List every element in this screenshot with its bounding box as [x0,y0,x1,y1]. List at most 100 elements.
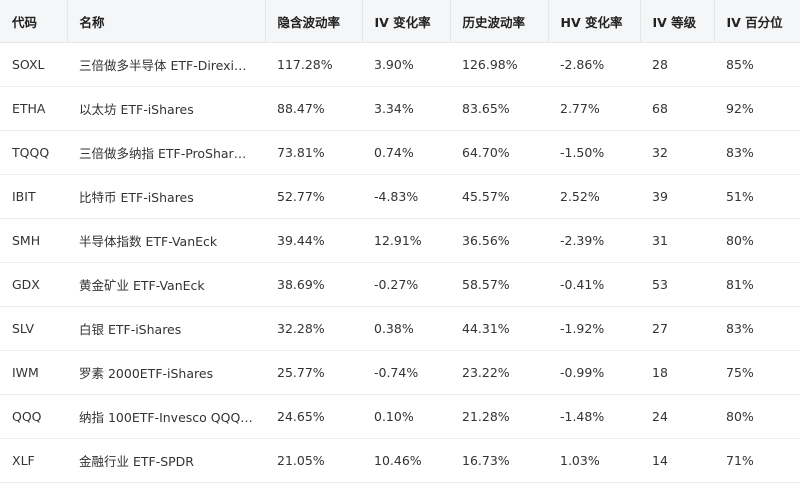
ticker-cell: GDX [0,262,67,307]
table-row[interactable]: TQQQ 三倍做多纳指 ETF-ProShar… 73.81% 0.74% 64.70%… [0,130,800,175]
table-row[interactable]: SLV 白银 ETF-iShares 32.28% 0.38% 44.31% -1.92%… [0,306,800,351]
value-cell: 117.28% [265,42,362,87]
table-row[interactable]: IBIT 比特币 ETF-iShares 52.77% -4.83% 45.57% 2.5… [0,174,800,219]
value-cell: 71% [714,438,800,483]
value-cell: 83% [714,130,800,175]
value-cell: 0.10% [362,394,450,439]
value-cell: -0.41% [548,262,640,307]
value-cell: 12.91% [362,218,450,263]
value-cell: 21.28% [450,394,548,439]
table-row[interactable]: GDX 黄金矿业 ETF-VanEck 38.69% -0.27% 58.57% -0.4… [0,262,800,307]
value-cell: -0.99% [548,350,640,395]
value-cell: 75% [714,350,800,395]
value-cell: -1.50% [548,130,640,175]
value-cell: 3.34% [362,86,450,131]
value-cell: -0.27% [362,262,450,307]
column-header[interactable]: HV 变化率 [548,0,641,43]
ticker-cell: SLV [0,306,67,351]
value-cell: 10.46% [362,438,450,483]
name-cell: 金融行业 ETF-SPDR [67,438,265,483]
value-cell: -1.48% [548,394,640,439]
name-cell: 罗素 2000ETF-iShares [67,350,265,395]
value-cell: -0.74% [362,350,450,395]
value-cell: 44.31% [450,306,548,351]
value-cell: 16.73% [450,438,548,483]
value-cell: 83% [714,306,800,351]
value-cell: -4.83% [362,174,450,219]
value-cell: 39.44% [265,218,362,263]
value-cell: 23.22% [450,350,548,395]
table-header: 代码 名称 隐含波动率 IV 变化率 历史波动率 HV 变化率 IV 等级 IV 百分位 [0,0,800,43]
column-header[interactable]: IV 百分位 [714,0,800,43]
name-cell: 半导体指数 ETF-VanEck [67,218,265,263]
ticker-cell: SMH [0,218,67,263]
value-cell: 3.90% [362,42,450,87]
name-cell: 比特币 ETF-iShares [67,174,265,219]
ticker-cell: IBIT [0,174,67,219]
table-row[interactable]: ETHA 以太坊 ETF-iShares 88.47% 3.34% 83.65% 2.77… [0,86,800,131]
value-cell: 24 [640,394,714,439]
value-cell: 14 [640,438,714,483]
ticker-cell: ETHA [0,86,67,131]
value-cell: 2.77% [548,86,640,131]
value-cell: 28 [640,42,714,87]
value-cell: 45.57% [450,174,548,219]
value-cell: 27 [640,306,714,351]
value-cell: 18 [640,350,714,395]
value-cell: 73.81% [265,130,362,175]
value-cell: 64.70% [450,130,548,175]
column-header[interactable]: 隐含波动率 [265,0,363,43]
value-cell: -2.39% [548,218,640,263]
value-cell: 126.98% [450,42,548,87]
value-cell: 81% [714,262,800,307]
value-cell: 88.47% [265,86,362,131]
value-cell: 32.28% [265,306,362,351]
column-header[interactable]: 历史波动率 [450,0,549,43]
value-cell: 32 [640,130,714,175]
column-header[interactable]: 代码 [0,0,68,43]
value-cell: 21.05% [265,438,362,483]
value-cell: 80% [714,218,800,263]
value-cell: 80% [714,394,800,439]
value-cell: 85% [714,42,800,87]
value-cell: -2.86% [548,42,640,87]
table-row[interactable]: QQQ 纳指 100ETF-Invesco QQQ… 24.65% 0.10% 21.2… [0,394,800,439]
ticker-cell: IWM [0,350,67,395]
value-cell: 25.77% [265,350,362,395]
name-cell: 黄金矿业 ETF-VanEck [67,262,265,307]
table-row[interactable]: IWM 罗素 2000ETF-iShares 25.77% -0.74% 23.22% -… [0,350,800,395]
value-cell: 36.56% [450,218,548,263]
column-header[interactable]: 名称 [67,0,266,43]
name-cell: 三倍做多纳指 ETF-ProShar… [67,130,265,175]
table-row[interactable]: SMH 半导体指数 ETF-VanEck 39.44% 12.91% 36.56% -2.… [0,218,800,263]
table-row[interactable]: XLF 金融行业 ETF-SPDR 21.05% 10.46% 16.73% 1.03% 1… [0,438,800,483]
column-header[interactable]: IV 变化率 [362,0,451,43]
value-cell: 51% [714,174,800,219]
header-row: 代码 名称 隐含波动率 IV 变化率 历史波动率 HV 变化率 IV 等级 IV 百分位 [0,0,800,43]
value-cell: 24.65% [265,394,362,439]
ticker-cell: TQQQ [0,130,67,175]
name-cell: 白银 ETF-iShares [67,306,265,351]
table-row[interactable]: SOXL 三倍做多半导体 ETF-Direxi… 117.28% 3.90% 126.9… [0,42,800,87]
value-cell: 31 [640,218,714,263]
ticker-cell: XLF [0,438,67,483]
ticker-cell: QQQ [0,394,67,439]
value-cell: 1.03% [548,438,640,483]
column-header[interactable]: IV 等级 [640,0,715,43]
value-cell: 52.77% [265,174,362,219]
value-cell: 39 [640,174,714,219]
name-cell: 以太坊 ETF-iShares [67,86,265,131]
value-cell: 92% [714,86,800,131]
name-cell: 纳指 100ETF-Invesco QQQ… [67,394,265,439]
value-cell: 38.69% [265,262,362,307]
value-cell: 83.65% [450,86,548,131]
value-cell: 58.57% [450,262,548,307]
table-body: SOXL 三倍做多半导体 ETF-Direxi… 117.28% 3.90% 126.9… [0,42,800,483]
value-cell: 53 [640,262,714,307]
value-cell: 0.38% [362,306,450,351]
value-cell: 0.74% [362,130,450,175]
value-cell: -1.92% [548,306,640,351]
name-cell: 三倍做多半导体 ETF-Direxi… [67,42,265,87]
